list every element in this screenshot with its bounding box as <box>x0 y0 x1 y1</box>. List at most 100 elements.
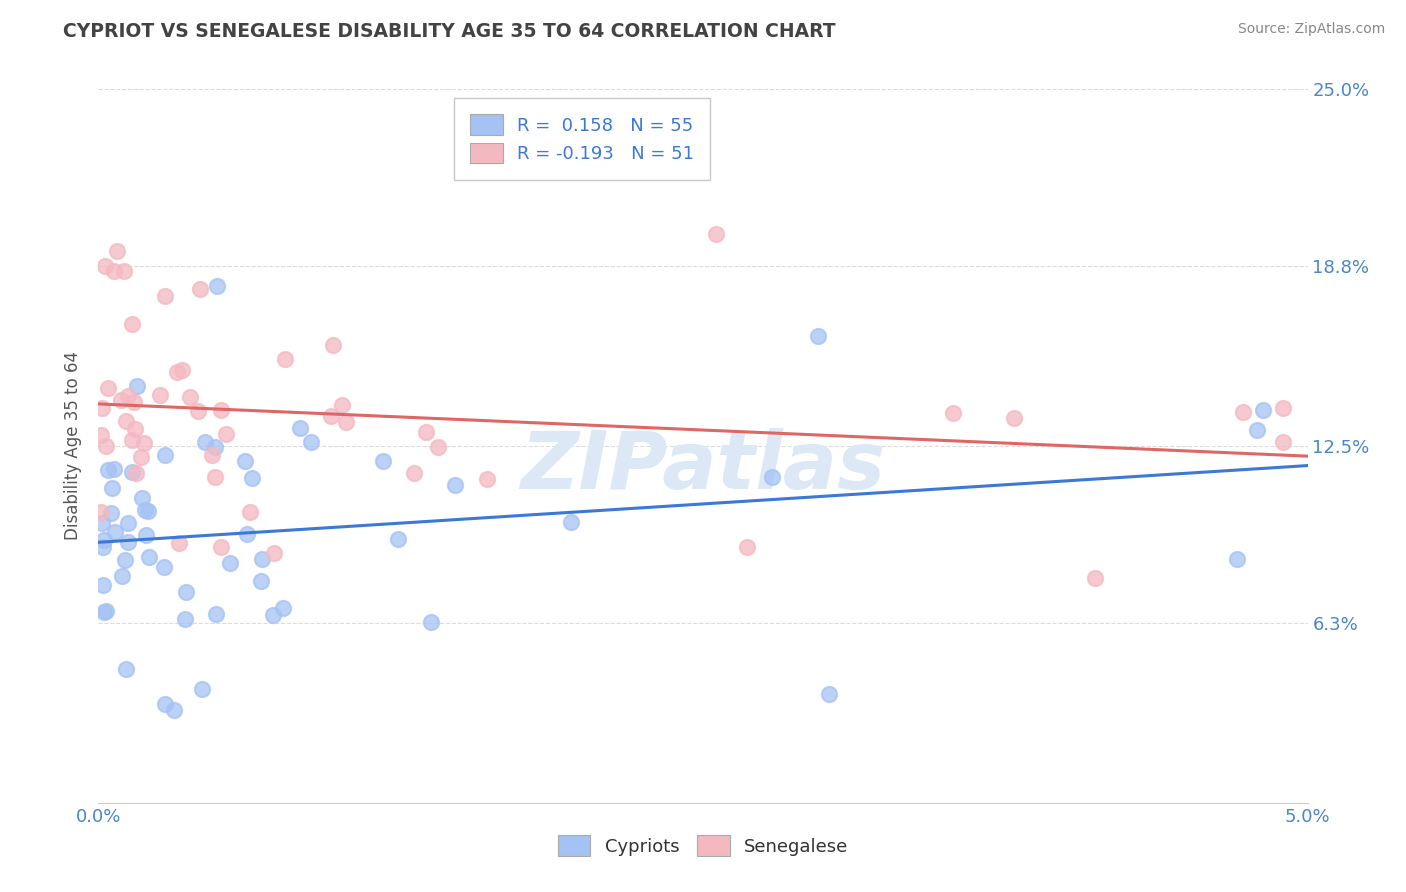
Point <box>170 363 193 377</box>
Point <box>131 491 153 505</box>
Point <box>263 607 285 622</box>
Point <box>560 515 582 529</box>
Point <box>239 505 262 519</box>
Point <box>271 601 294 615</box>
Point <box>134 436 156 450</box>
Point <box>179 391 201 405</box>
Point <box>124 421 146 435</box>
Point <box>167 536 190 550</box>
Point <box>735 540 758 554</box>
Point <box>114 553 136 567</box>
Point <box>191 681 214 696</box>
Point <box>122 394 145 409</box>
Point <box>233 454 256 468</box>
Point <box>807 329 830 343</box>
Point <box>1251 403 1274 417</box>
Point <box>335 415 357 429</box>
Point <box>93 540 115 554</box>
Point <box>97 381 120 395</box>
Point <box>415 425 437 439</box>
Point <box>427 440 450 454</box>
Point <box>111 568 134 582</box>
Point <box>201 448 224 462</box>
Point <box>103 461 125 475</box>
Point <box>96 439 118 453</box>
Point <box>273 351 295 366</box>
Point <box>330 398 353 412</box>
Point <box>290 421 312 435</box>
Point <box>1002 410 1025 425</box>
Point <box>371 454 394 468</box>
Point <box>134 503 156 517</box>
Point <box>105 244 128 258</box>
Point <box>90 516 112 530</box>
Point <box>443 478 465 492</box>
Text: Source: ZipAtlas.com: Source: ZipAtlas.com <box>1237 22 1385 37</box>
Point <box>115 414 138 428</box>
Point <box>204 470 226 484</box>
Point <box>117 389 139 403</box>
Point <box>110 393 132 408</box>
Point <box>121 433 143 447</box>
Point <box>236 527 259 541</box>
Point <box>136 504 159 518</box>
Point <box>174 612 197 626</box>
Point <box>93 533 115 547</box>
Point <box>90 505 112 519</box>
Point <box>104 524 127 539</box>
Point <box>387 532 409 546</box>
Point <box>149 388 172 402</box>
Point <box>117 516 139 530</box>
Point <box>121 465 143 479</box>
Point <box>205 279 228 293</box>
Point <box>319 409 342 424</box>
Point <box>96 604 118 618</box>
Point <box>97 463 120 477</box>
Point <box>818 687 841 701</box>
Legend: Cypriots, Senegalese: Cypriots, Senegalese <box>548 826 858 865</box>
Point <box>706 227 728 241</box>
Point <box>174 584 197 599</box>
Point <box>322 338 344 352</box>
Point <box>205 607 228 621</box>
Point <box>187 404 209 418</box>
Point <box>90 428 112 442</box>
Point <box>153 697 176 711</box>
Point <box>101 481 124 495</box>
Point <box>1272 401 1295 415</box>
Point <box>249 574 271 589</box>
Point <box>125 379 148 393</box>
Point <box>90 401 112 416</box>
Point <box>121 318 143 332</box>
Point <box>299 434 322 449</box>
Point <box>135 528 157 542</box>
Point <box>419 615 441 629</box>
Point <box>91 578 114 592</box>
Point <box>1084 571 1107 585</box>
Text: CYPRIOT VS SENEGALESE DISABILITY AGE 35 TO 64 CORRELATION CHART: CYPRIOT VS SENEGALESE DISABILITY AGE 35 … <box>63 22 837 41</box>
Point <box>117 534 139 549</box>
Point <box>115 662 138 676</box>
Point <box>942 405 965 419</box>
Point <box>402 466 425 480</box>
Point <box>129 450 152 464</box>
Point <box>1272 435 1295 450</box>
Point <box>166 365 188 379</box>
Point <box>93 605 115 619</box>
Point <box>100 507 122 521</box>
Point <box>125 467 148 481</box>
Point <box>209 402 232 417</box>
Point <box>204 440 226 454</box>
Y-axis label: Disability Age 35 to 64: Disability Age 35 to 64 <box>65 351 83 541</box>
Point <box>240 471 263 485</box>
Point <box>1232 405 1254 419</box>
Point <box>250 552 273 566</box>
Point <box>215 427 238 442</box>
Point <box>188 282 211 296</box>
Point <box>162 703 184 717</box>
Point <box>94 259 117 273</box>
Point <box>153 289 176 303</box>
Point <box>194 435 217 450</box>
Point <box>218 557 240 571</box>
Point <box>138 549 160 564</box>
